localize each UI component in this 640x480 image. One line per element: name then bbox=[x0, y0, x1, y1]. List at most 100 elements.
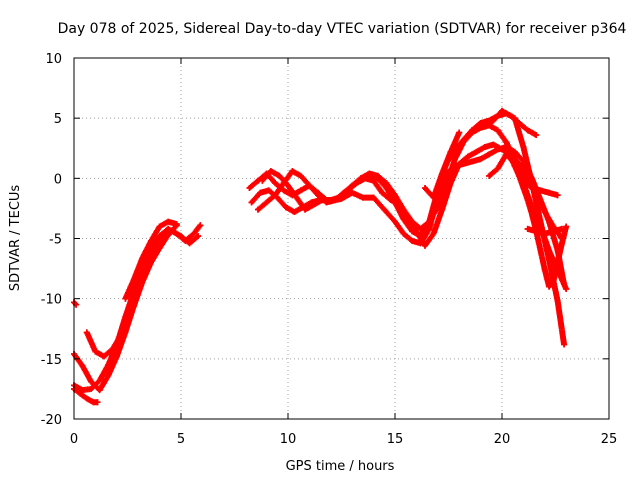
data-point bbox=[447, 148, 454, 155]
data-point bbox=[558, 225, 565, 232]
data-point bbox=[434, 204, 441, 211]
data-point bbox=[197, 222, 204, 229]
data-point bbox=[83, 395, 90, 402]
series-markers bbox=[481, 107, 540, 138]
data-point bbox=[546, 189, 553, 196]
data-point bbox=[374, 172, 381, 179]
data-point bbox=[447, 180, 454, 187]
data-point bbox=[79, 363, 86, 370]
data-point bbox=[477, 156, 484, 163]
data-point bbox=[563, 286, 570, 292]
data-point bbox=[113, 353, 120, 360]
data-point bbox=[379, 189, 386, 196]
data-point bbox=[165, 218, 172, 225]
data-point bbox=[439, 206, 446, 213]
data-point bbox=[257, 189, 264, 196]
data-point bbox=[520, 144, 527, 150]
data-point bbox=[109, 346, 116, 353]
data-point bbox=[148, 237, 154, 244]
data-point bbox=[554, 298, 561, 305]
data-point bbox=[486, 151, 493, 158]
y-axis-label: SDTVAR / TECUs bbox=[8, 185, 23, 292]
data-point bbox=[516, 120, 523, 126]
data-point bbox=[319, 197, 326, 203]
data-point bbox=[533, 228, 540, 235]
data-point bbox=[156, 223, 163, 230]
data-point bbox=[96, 377, 103, 384]
data-point bbox=[293, 194, 300, 201]
data-point bbox=[130, 276, 137, 283]
x-tick-label: 0 bbox=[70, 432, 78, 447]
data-point bbox=[541, 266, 548, 273]
data-point bbox=[456, 160, 463, 167]
data-point bbox=[537, 223, 544, 230]
data-point bbox=[88, 378, 95, 385]
data-point bbox=[481, 144, 488, 150]
data-point bbox=[409, 237, 416, 244]
data-point bbox=[169, 228, 176, 235]
y-tick-label: -10 bbox=[41, 293, 62, 308]
data-point bbox=[499, 146, 505, 153]
data-point bbox=[122, 295, 129, 302]
series-track-5 bbox=[122, 218, 180, 302]
data-point bbox=[533, 132, 540, 138]
axis-ticks: 0 5 10 15 20 25 -20 -15 -10 -5 0 5 10 bbox=[41, 52, 618, 447]
data-point bbox=[439, 170, 446, 177]
data-point bbox=[276, 172, 283, 179]
data-point bbox=[460, 139, 467, 146]
data-point bbox=[92, 348, 99, 355]
series-track-6 bbox=[71, 299, 80, 308]
series-track-3 bbox=[83, 228, 202, 360]
data-point bbox=[469, 129, 475, 136]
data-point bbox=[152, 242, 159, 249]
data-point bbox=[537, 247, 544, 254]
data-point bbox=[413, 228, 420, 235]
data-point bbox=[126, 310, 133, 317]
data-point bbox=[381, 206, 388, 213]
data-point bbox=[477, 124, 484, 131]
data-point bbox=[101, 353, 107, 360]
data-point bbox=[486, 172, 493, 179]
data-layer bbox=[71, 107, 570, 406]
data-point bbox=[195, 233, 202, 240]
data-point bbox=[285, 182, 291, 189]
data-point bbox=[263, 199, 270, 206]
data-point bbox=[291, 209, 298, 215]
data-point bbox=[417, 225, 424, 232]
y-tick-label: -20 bbox=[41, 413, 62, 428]
data-point bbox=[554, 259, 561, 266]
data-point bbox=[289, 168, 296, 175]
data-point bbox=[77, 390, 84, 397]
data-point bbox=[383, 180, 390, 187]
data-point bbox=[186, 240, 193, 247]
series-track-14 bbox=[524, 225, 565, 237]
data-point bbox=[503, 144, 510, 150]
data-point bbox=[494, 165, 501, 172]
data-point bbox=[353, 180, 360, 187]
data-point bbox=[494, 127, 501, 134]
data-point bbox=[272, 180, 279, 187]
data-point bbox=[392, 218, 398, 225]
data-point bbox=[94, 399, 101, 406]
data-point bbox=[541, 209, 548, 215]
data-point bbox=[315, 192, 321, 199]
data-point bbox=[546, 283, 553, 290]
data-point bbox=[282, 204, 289, 211]
data-point bbox=[430, 230, 437, 237]
data-point bbox=[404, 213, 411, 220]
data-point bbox=[490, 117, 497, 124]
data-point bbox=[499, 107, 505, 114]
data-point bbox=[529, 211, 535, 218]
data-point bbox=[370, 177, 377, 184]
data-point bbox=[156, 245, 163, 252]
data-point bbox=[516, 172, 523, 179]
data-point bbox=[259, 177, 266, 184]
data-point bbox=[561, 341, 568, 348]
data-point bbox=[524, 127, 531, 134]
data-point bbox=[359, 194, 366, 201]
data-point bbox=[422, 242, 428, 249]
data-point bbox=[118, 331, 125, 338]
data-point bbox=[370, 194, 377, 201]
data-point bbox=[537, 187, 544, 194]
